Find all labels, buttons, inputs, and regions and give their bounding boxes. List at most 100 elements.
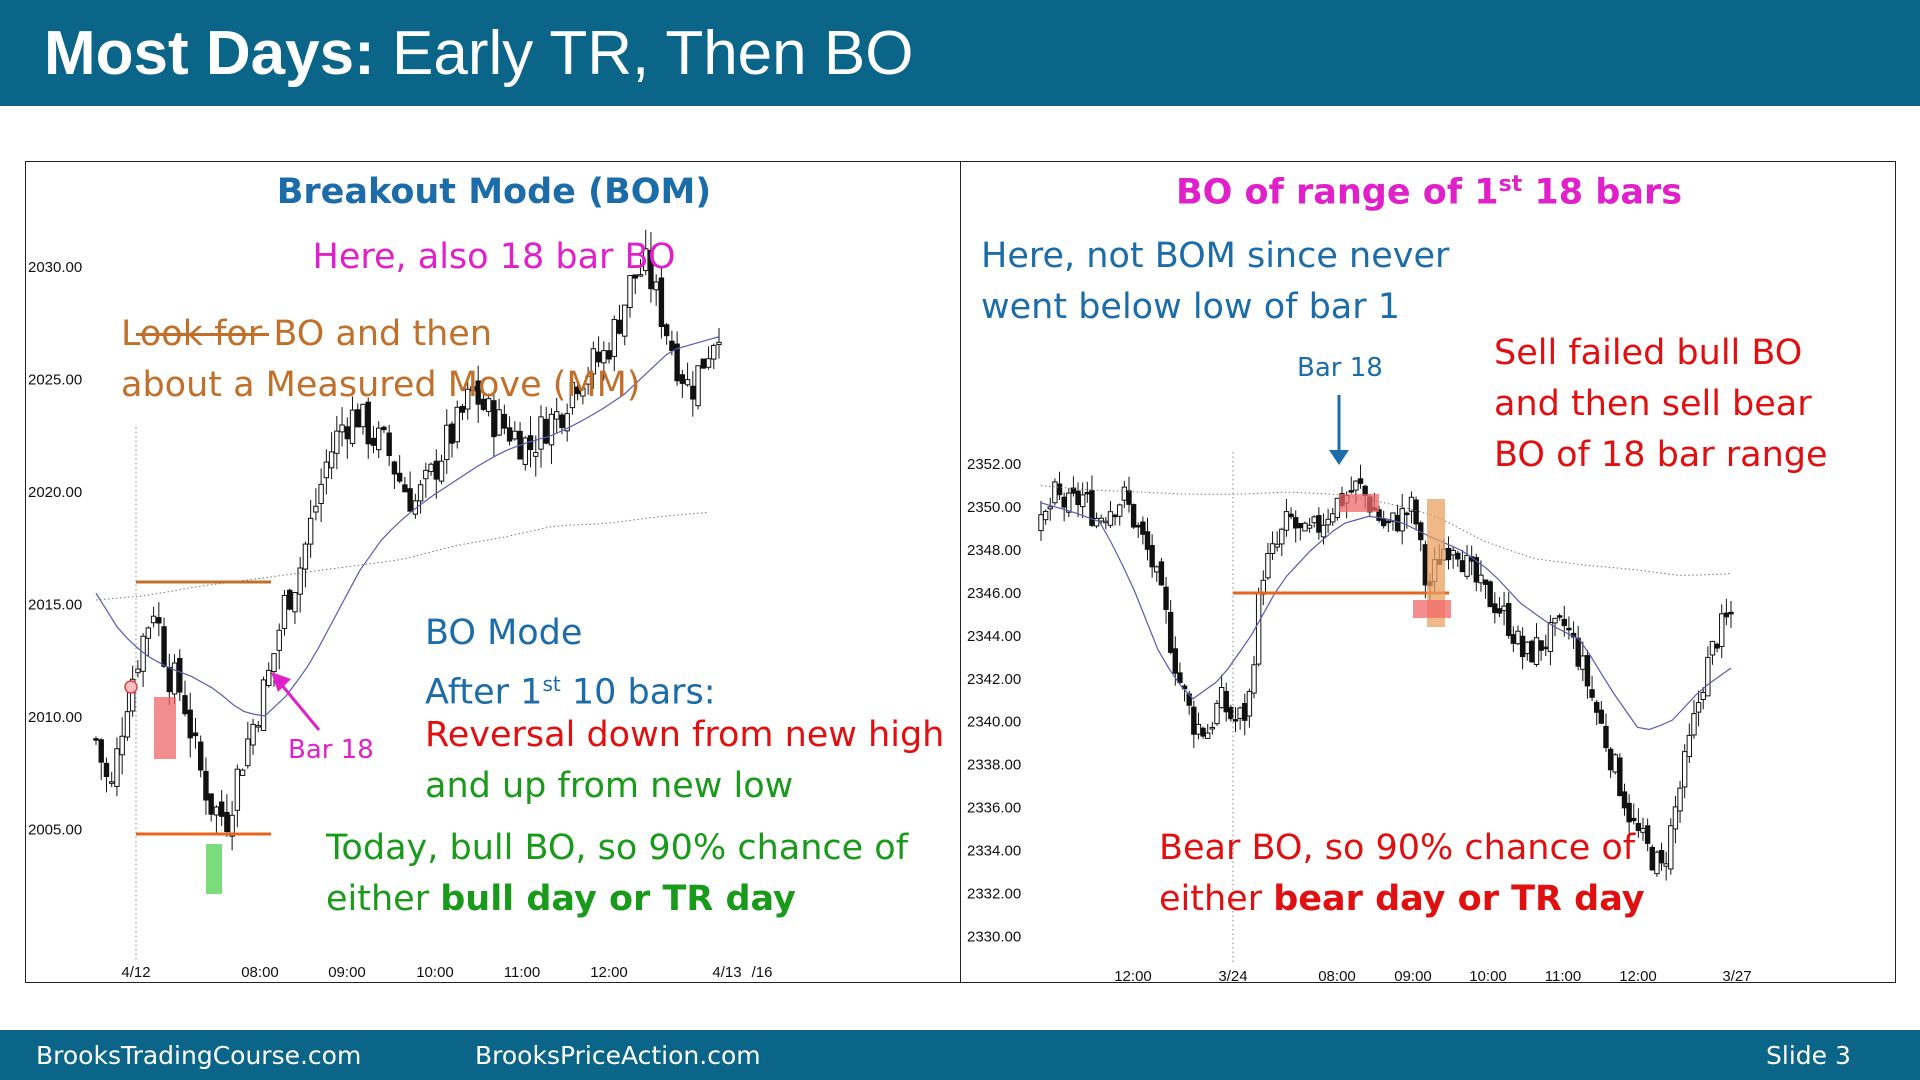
- bear-line2-pre: either: [1159, 879, 1274, 919]
- candle-body: [386, 432, 392, 457]
- bar18-arrow-head: [271, 672, 291, 692]
- y-tick-label: 2334.00: [967, 842, 1021, 859]
- after-pre: After 1: [425, 672, 543, 713]
- candle-body: [250, 723, 256, 746]
- candle-body: [1450, 549, 1456, 556]
- candle-body: [1455, 552, 1461, 560]
- right-title-pre: BO of range of 1: [1175, 172, 1499, 213]
- candle-body: [470, 386, 476, 392]
- candle-body: [271, 653, 277, 673]
- candle-body: [171, 662, 178, 695]
- candle-body: [1635, 822, 1642, 832]
- candle-body: [496, 409, 502, 436]
- candle-body: [1061, 496, 1067, 508]
- candle-body: [512, 430, 518, 440]
- candle-body: [1357, 478, 1364, 484]
- candle-body: [1413, 499, 1419, 525]
- candle-body: [1399, 508, 1405, 532]
- candle-body: [323, 461, 330, 479]
- candle-body: [1306, 524, 1313, 529]
- candle-body: [423, 469, 429, 480]
- candle-body: [428, 463, 434, 473]
- candle-body: [585, 375, 591, 385]
- candle-body: [475, 380, 481, 405]
- candle-body: [716, 341, 722, 346]
- cursor-marker: [124, 680, 138, 694]
- candle-body: [1103, 520, 1109, 524]
- candle-body: [1695, 702, 1702, 713]
- candle-body: [1691, 713, 1697, 736]
- candle-body: [1380, 518, 1387, 527]
- candle-body: [616, 319, 623, 334]
- right-title-sup: st: [1498, 172, 1523, 197]
- candle-body: [198, 741, 204, 771]
- y-tick-label: 2005.00: [28, 822, 82, 839]
- candle-body: [1098, 517, 1104, 522]
- candle-body: [1353, 480, 1359, 491]
- candle-body: [1274, 543, 1280, 548]
- sell-line1: Sell failed bull BO: [1494, 333, 1803, 373]
- candle-body: [1487, 581, 1493, 608]
- candle-body: [1325, 518, 1331, 526]
- candle-body: [1538, 640, 1544, 651]
- candle-body: [548, 413, 555, 446]
- candle-body: [1348, 490, 1354, 493]
- candle-body: [449, 423, 455, 444]
- candle-body: [1547, 622, 1554, 652]
- candle-body: [491, 400, 497, 438]
- candle-body: [334, 430, 340, 454]
- candle-body: [580, 387, 586, 397]
- candle-body: [538, 416, 544, 450]
- candle-body: [376, 427, 382, 451]
- candle-body: [1084, 491, 1091, 495]
- candle-body: [1728, 611, 1734, 615]
- candle-body: [433, 460, 439, 480]
- candle-body: [554, 411, 560, 420]
- candle-body: [1316, 515, 1322, 533]
- candle-body: [700, 358, 706, 369]
- footer-site2: BrooksPriceAction.com: [475, 1041, 761, 1070]
- slide-number: Slide 3: [1766, 1041, 1851, 1070]
- candle-body: [1422, 544, 1429, 586]
- candle-body: [1191, 706, 1197, 735]
- candle-body: [1626, 802, 1632, 823]
- candle-body: [1552, 617, 1558, 624]
- candle-body: [1130, 504, 1137, 528]
- candle-body: [1205, 732, 1211, 739]
- candle-body: [1515, 630, 1521, 645]
- candle-body: [93, 738, 99, 741]
- x-tick-label: 10:00: [1469, 968, 1507, 983]
- candle-body: [1654, 851, 1660, 875]
- candle-body: [485, 398, 492, 413]
- candle-body: [574, 386, 581, 395]
- candle-body: [1320, 524, 1327, 538]
- candle-body: [1376, 509, 1382, 521]
- left-bar18-label: Bar 18: [288, 735, 374, 765]
- candle-body: [307, 517, 314, 545]
- candle-body: [1246, 690, 1253, 717]
- candle-body: [669, 340, 675, 352]
- candle-body: [302, 543, 309, 570]
- candle-body: [281, 594, 288, 629]
- slide-title-bold: Most Days:: [44, 18, 375, 88]
- candle-body: [402, 484, 408, 493]
- candle-body: [1709, 640, 1716, 656]
- today-line2-pre: either: [326, 879, 441, 919]
- candle-body: [1580, 655, 1586, 670]
- candle-body: [711, 344, 717, 360]
- candle-body: [1556, 615, 1563, 618]
- candle-body: [1047, 506, 1053, 510]
- candle-body: [501, 413, 508, 429]
- bar18-highlight: [1339, 494, 1379, 512]
- x-tick-label: 11:00: [1545, 968, 1581, 983]
- candle-body: [1668, 825, 1674, 870]
- candle-body: [1209, 726, 1216, 730]
- candle-body: [381, 426, 387, 431]
- candle-body: [1195, 723, 1202, 735]
- candle-body: [1126, 490, 1132, 505]
- candle-body: [1089, 490, 1095, 526]
- x-tick-label: 11:00: [504, 964, 540, 981]
- bo-mode-label: BO Mode: [425, 613, 583, 653]
- candle-body: [1075, 490, 1081, 506]
- candle-body: [1575, 637, 1581, 667]
